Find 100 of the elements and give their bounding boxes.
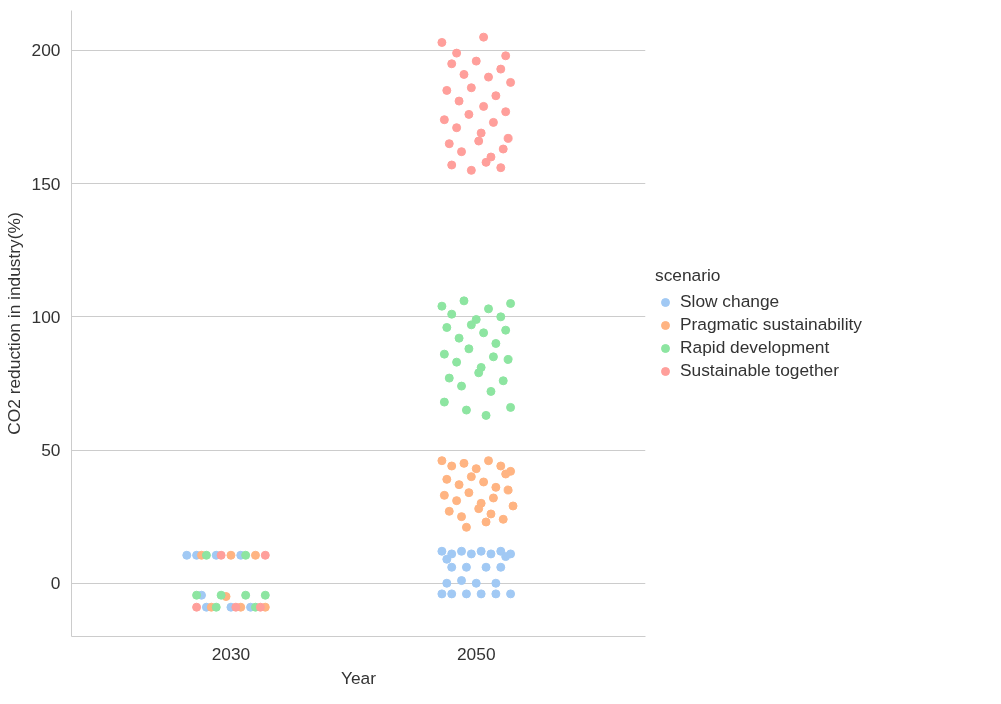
point	[439, 490, 449, 500]
point	[496, 163, 506, 173]
point	[501, 325, 511, 335]
point	[216, 550, 226, 560]
point	[481, 410, 491, 420]
point	[241, 550, 251, 560]
point	[454, 480, 464, 490]
point	[506, 402, 516, 412]
point	[454, 333, 464, 343]
point	[484, 456, 494, 466]
legend-label: Sustainable together	[680, 360, 839, 381]
y-tick-label: 100	[31, 306, 61, 327]
point	[437, 301, 447, 311]
point	[452, 48, 462, 58]
point	[457, 576, 467, 586]
point	[442, 554, 452, 564]
y-tick-label: 150	[31, 173, 61, 194]
point	[461, 522, 471, 532]
point	[486, 509, 496, 519]
point	[491, 338, 501, 348]
point	[459, 458, 469, 468]
point	[201, 550, 211, 560]
y-tick-label: 50	[41, 440, 61, 461]
point	[479, 328, 489, 338]
point	[464, 344, 474, 354]
point	[437, 456, 447, 466]
point	[498, 144, 508, 154]
point	[437, 589, 447, 599]
point	[481, 562, 491, 572]
point	[447, 562, 457, 572]
legend-label: Rapid development	[680, 337, 830, 358]
point	[444, 506, 454, 516]
point	[503, 133, 513, 143]
y-tick-label: 0	[50, 573, 61, 594]
point	[508, 501, 518, 511]
point	[457, 546, 467, 556]
point	[241, 590, 251, 600]
point	[488, 117, 498, 127]
point	[442, 474, 452, 484]
point	[457, 512, 467, 522]
point	[439, 115, 449, 125]
point	[437, 37, 447, 47]
point	[457, 381, 467, 391]
point	[471, 464, 481, 474]
x-tick-label: 2050	[456, 643, 496, 664]
point	[498, 376, 508, 386]
point	[464, 488, 474, 498]
point	[491, 91, 501, 101]
point	[466, 165, 476, 175]
point	[447, 589, 457, 599]
point	[488, 352, 498, 362]
point	[491, 578, 501, 588]
point	[491, 589, 501, 599]
point	[461, 589, 471, 599]
legend-label: Pragmatic sustainability	[680, 314, 863, 335]
point	[442, 85, 452, 95]
point	[476, 589, 486, 599]
point	[447, 160, 457, 170]
point	[479, 32, 489, 42]
point	[439, 397, 449, 407]
point	[501, 469, 511, 479]
point	[452, 357, 462, 367]
point	[486, 386, 496, 396]
point	[476, 128, 486, 138]
point	[491, 482, 501, 492]
point	[498, 514, 508, 524]
point	[216, 590, 226, 600]
point	[250, 550, 260, 560]
x-tick-label: 2030	[211, 643, 251, 664]
point	[476, 546, 486, 556]
legend-label: Slow change	[680, 291, 780, 312]
point	[501, 107, 511, 117]
point	[506, 77, 516, 87]
point	[231, 602, 241, 612]
point	[211, 602, 221, 612]
point	[481, 157, 491, 167]
point	[466, 83, 476, 93]
point	[457, 147, 467, 157]
point	[442, 578, 452, 588]
point	[192, 602, 202, 612]
point	[226, 550, 236, 560]
point	[466, 549, 476, 559]
point	[486, 549, 496, 559]
point	[466, 320, 476, 330]
point	[471, 56, 481, 66]
point	[459, 296, 469, 306]
point	[260, 590, 270, 600]
point	[484, 304, 494, 314]
legend-title: scenario	[655, 265, 722, 286]
y-axis-title: CO2 reduction in industry(%)	[3, 212, 24, 435]
x-axis-title: Year	[340, 667, 377, 688]
point	[488, 493, 498, 503]
point	[501, 552, 511, 562]
point	[439, 349, 449, 359]
point	[255, 602, 265, 612]
point	[454, 96, 464, 106]
point	[447, 549, 457, 559]
point	[442, 323, 452, 332]
point	[474, 504, 484, 514]
point	[461, 405, 471, 415]
